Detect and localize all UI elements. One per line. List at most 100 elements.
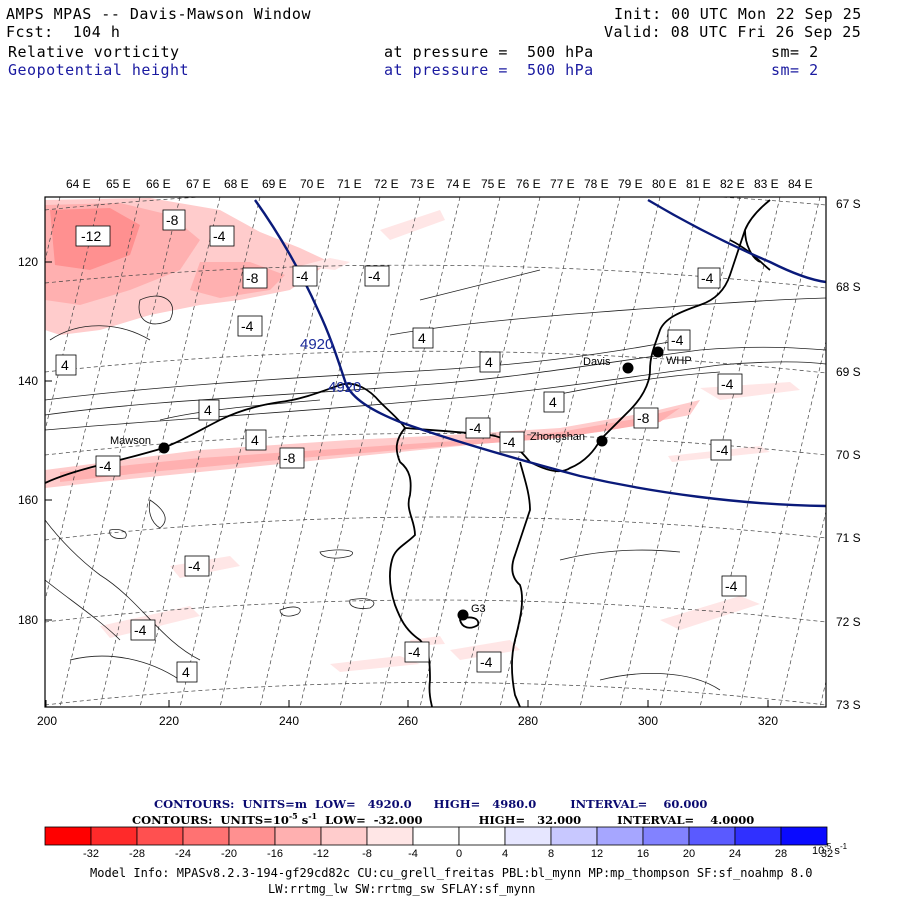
colorbar-box: [504, 826, 552, 846]
colorbar-label: -24: [175, 848, 191, 860]
lat-label: 70 S: [836, 448, 861, 462]
vort-label: -4: [725, 578, 738, 594]
colorbar-labels: -32 -28 -24 -20 -16 -12 -8 -4 0 4 8 12 16 20 24 28 32: [83, 848, 833, 860]
colorbar-box: [274, 826, 322, 846]
colorbar-label: -28: [129, 848, 145, 860]
y-tick-label: 120: [18, 255, 38, 269]
lon-label: 79 E: [618, 177, 643, 191]
lon-label: 76 E: [516, 177, 541, 191]
vort-label: 4: [251, 432, 259, 448]
x-axis-labels: 200 220 240 260 280 300 320: [37, 714, 778, 728]
colorbar-label: 16: [637, 848, 649, 860]
lon-label: 82 E: [720, 177, 745, 191]
colorbar-label: 4: [502, 848, 508, 860]
lon-label: 74 E: [446, 177, 471, 191]
colorbar-box: [550, 826, 598, 846]
colorbar-label: -12: [313, 848, 329, 860]
lon-label: 84 E: [788, 177, 813, 191]
colorbar-label: 0: [456, 848, 462, 860]
colorbar-box: [44, 826, 92, 846]
map-frame: [44, 196, 827, 708]
lat-label: 67 S: [836, 197, 861, 211]
y-tick-label: 140: [18, 374, 38, 388]
height-labels: 4920 4920: [300, 336, 361, 396]
colorbar-label: -20: [221, 848, 237, 860]
vort-label: -4: [408, 644, 421, 660]
x-tick-label: 260: [398, 714, 418, 728]
lat-label: 69 S: [836, 365, 861, 379]
field1-smoothing: sm= 2: [771, 43, 819, 61]
vorticity-contour-info: CONTOURS: UNITS=10-5 s-1 LOW= -32.000 HIG…: [132, 811, 755, 827]
colorbar-box: [734, 826, 782, 846]
colorbar-box: [688, 826, 736, 846]
vort-label: 4: [418, 330, 426, 346]
vort-label: 4: [182, 664, 190, 680]
x-tick-label: 200: [37, 714, 57, 728]
x-tick-label: 220: [159, 714, 179, 728]
height-contour-label: 4920: [328, 379, 361, 396]
lon-label: 81 E: [686, 177, 711, 191]
colorbar-label: 32: [821, 848, 833, 860]
vort-label: -8: [166, 212, 179, 228]
lon-label: 69 E: [262, 177, 287, 191]
x-tick-label: 240: [279, 714, 299, 728]
model-info-physics: LW:rrtmg_lw SW:rrtmg_sw SFLAY:sf_mynn: [268, 882, 536, 896]
y-tick-label: 180: [18, 613, 38, 627]
colorbar-box: [320, 826, 368, 846]
field1-name: Relative vorticity: [8, 43, 180, 61]
field2-smoothing: sm= 2: [771, 61, 819, 79]
colorbar-box: [90, 826, 138, 846]
colorbar-label: -4: [408, 848, 418, 860]
vort-label: -4: [241, 318, 254, 334]
init-time: Init: 00 UTC Mon 22 Sep 25: [614, 5, 862, 23]
lon-label: 64 E: [66, 177, 91, 191]
height-contours: [254, 198, 826, 508]
stations: Davis WHP Mawson Zhongshan G3: [110, 346, 692, 621]
y-axis-labels: 120 140 160 180: [18, 255, 38, 627]
vorticity-labels: -12 -8 -4 -8 -4 -4 -4 4 4 4 -4 -4 -8 -4 …: [55, 209, 747, 683]
vort-label: -4: [99, 458, 112, 474]
vort-label: 4: [485, 354, 493, 370]
vort-label: 4: [61, 357, 69, 373]
vorticity-shading: [45, 198, 800, 672]
station-davis-marker: [622, 362, 634, 374]
vort-label: -8: [246, 270, 259, 286]
vort-label: -4: [701, 270, 714, 286]
lon-label: 66 E: [146, 177, 171, 191]
plot-title: AMPS MPAS -- Davis-Mawson Window: [6, 5, 311, 23]
vort-label: -12: [81, 228, 101, 244]
colorbar-box: [366, 826, 414, 846]
vort-label: -4: [134, 622, 147, 638]
colorbar-label: -32: [83, 848, 99, 860]
vort-label: 4: [549, 394, 557, 410]
colorbar-box: [136, 826, 184, 846]
field2-pressure: at pressure = 500 hPa: [384, 61, 594, 79]
station-mawson-marker: [158, 442, 170, 454]
axis-ticks: [45, 261, 769, 707]
colorbar-box: [412, 826, 460, 846]
lon-label: 67 E: [186, 177, 211, 191]
vort-label: -4: [188, 558, 201, 574]
x-tick-label: 300: [638, 714, 658, 728]
vort-label: -4: [469, 420, 482, 436]
vort-label: -4: [503, 434, 516, 450]
valid-time: Valid: 08 UTC Fri 26 Sep 25: [604, 23, 862, 41]
vorticity-contours: [45, 269, 826, 691]
vort-label: -4: [480, 654, 493, 670]
station-zhongshan-marker: [596, 435, 608, 447]
station-label: Zhongshan: [530, 431, 585, 443]
lon-label: 78 E: [584, 177, 609, 191]
colorbar-box: [642, 826, 690, 846]
vort-label: -4: [721, 376, 734, 392]
vort-label: 4: [204, 402, 212, 418]
colorbar-box: [182, 826, 230, 846]
vort-label: -8: [283, 450, 296, 466]
colorbar-boxes: [44, 826, 828, 846]
x-tick-label: 320: [758, 714, 778, 728]
vort-label: -4: [671, 332, 684, 348]
vort-label: -4: [716, 442, 729, 458]
lon-label: 72 E: [374, 177, 399, 191]
height-contour-label: 4920: [300, 336, 333, 353]
lat-label: 71 S: [836, 531, 861, 545]
